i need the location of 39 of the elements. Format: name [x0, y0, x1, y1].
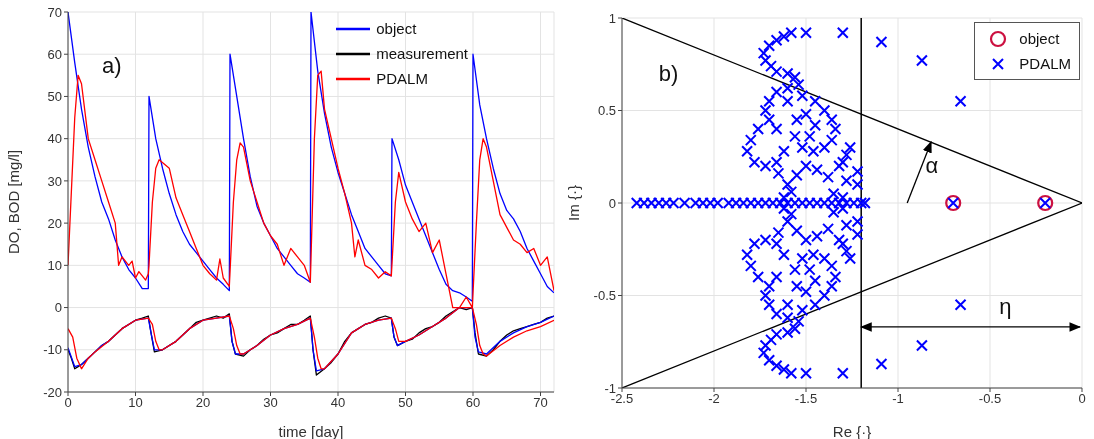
y-tick-label: 0: [608, 195, 616, 211]
x-tick-label: -1.5: [794, 391, 818, 407]
legend-label: object: [1019, 29, 1060, 49]
annotation: a): [102, 52, 122, 78]
x-tick-label: 10: [128, 395, 143, 411]
x-tick-label: 0: [1078, 391, 1086, 407]
x-tick-label: 50: [398, 395, 413, 411]
legend-label: PDALM: [1019, 54, 1071, 74]
y-tick-label: 10: [47, 257, 62, 273]
x-tick-label: -0.5: [978, 391, 1002, 407]
y-axis-title: DO, BOD [mg/l]: [5, 149, 23, 255]
x-tick-label: -2: [708, 391, 720, 407]
y-tick-label: 0.5: [597, 103, 616, 119]
annotation: η: [999, 294, 1012, 319]
y-tick-label: 0: [54, 300, 62, 316]
y-tick-label: 50: [47, 89, 62, 105]
annotation: b): [658, 60, 679, 86]
legend-label: PDALM: [376, 69, 428, 89]
y-tick-label: -10: [43, 342, 62, 358]
legend-label: object: [376, 19, 417, 39]
x-tick-label: -1: [892, 391, 904, 407]
y-tick-label: 1: [608, 10, 616, 26]
y-tick-label: 70: [47, 4, 62, 20]
y-tick-label: -1: [604, 380, 616, 396]
y-tick-label: -0.5: [593, 288, 616, 304]
y-tick-label: 20: [47, 215, 62, 231]
x-tick-label: 40: [330, 395, 346, 411]
y-tick-label: 30: [47, 173, 62, 189]
y-tick-label: -20: [43, 384, 62, 400]
x-tick-label: 0: [64, 395, 72, 411]
legend-label: measurement: [376, 44, 468, 64]
x-tick-label: 70: [533, 395, 548, 411]
x-tick-label: 30: [263, 395, 278, 411]
x-tick-label: 20: [195, 395, 211, 411]
y-tick-label: 60: [47, 46, 62, 62]
x-tick-label: 60: [465, 395, 481, 411]
y-axis-title: Im {·}: [565, 185, 583, 221]
annotation: α: [925, 153, 939, 179]
y-tick-label: 40: [47, 131, 62, 147]
